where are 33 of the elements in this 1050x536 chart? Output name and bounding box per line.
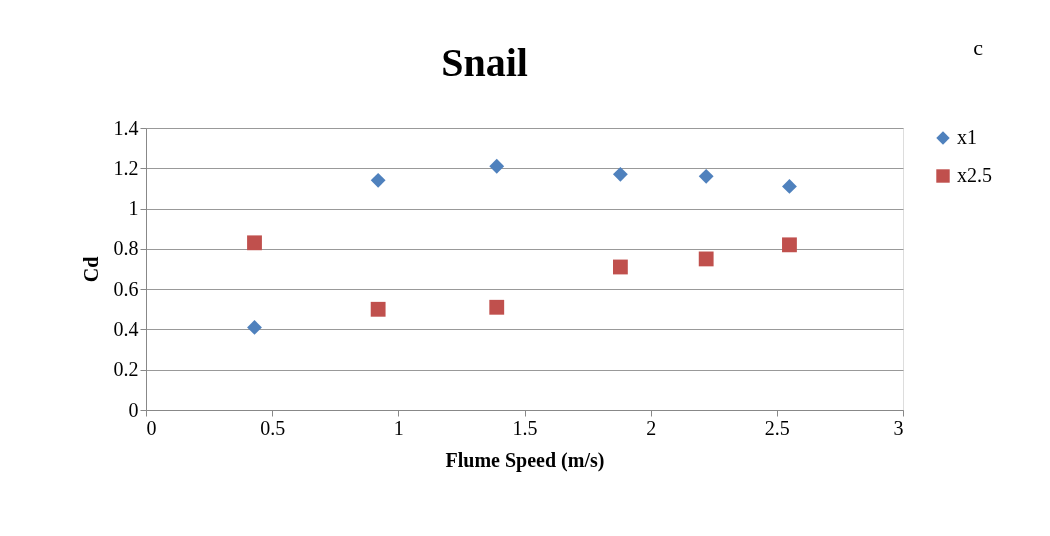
- point: [489, 299, 505, 315]
- y-tick-label: 1: [128, 197, 139, 220]
- legend-label: x2.5: [957, 164, 992, 186]
- chart-title: Snail: [441, 40, 528, 85]
- y-tick-label: 0.2: [113, 358, 139, 381]
- x-tick-label: 0.5: [260, 416, 286, 439]
- point: [782, 237, 797, 253]
- x-tick-label: 1.5: [512, 416, 538, 439]
- point: [489, 158, 505, 174]
- y-tick-label: 1.2: [113, 156, 139, 179]
- x-tick-label: 2.5: [764, 416, 790, 439]
- x-axis-title: Flume Speed (m/s): [445, 448, 605, 472]
- point: [370, 301, 386, 317]
- legend-label: x1: [957, 126, 977, 148]
- y-axis-title: Cd: [79, 256, 102, 283]
- y-tick-label: 1.4: [113, 116, 139, 139]
- x-tick-label: 1: [393, 416, 404, 439]
- point: [698, 251, 714, 267]
- y-tick-label: 0.4: [113, 317, 139, 340]
- text: c: [973, 35, 984, 60]
- point: [247, 235, 262, 251]
- point: [698, 168, 714, 184]
- y-tick-label: 0: [128, 398, 139, 421]
- x-tick-label: 2: [646, 416, 657, 439]
- y-tick-label: 0.6: [113, 277, 139, 300]
- x-tick-label: 0: [146, 416, 157, 439]
- y-tick-label: 0.8: [113, 237, 139, 260]
- point: [612, 166, 628, 182]
- point: [782, 179, 797, 194]
- x-tick-label: 3: [893, 416, 904, 439]
- point: [370, 172, 386, 188]
- point: [247, 320, 262, 335]
- point: [612, 259, 628, 275]
